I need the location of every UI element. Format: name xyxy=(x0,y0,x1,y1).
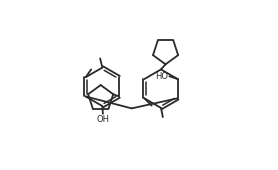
Text: HO: HO xyxy=(155,72,168,81)
Text: OH: OH xyxy=(96,115,110,124)
